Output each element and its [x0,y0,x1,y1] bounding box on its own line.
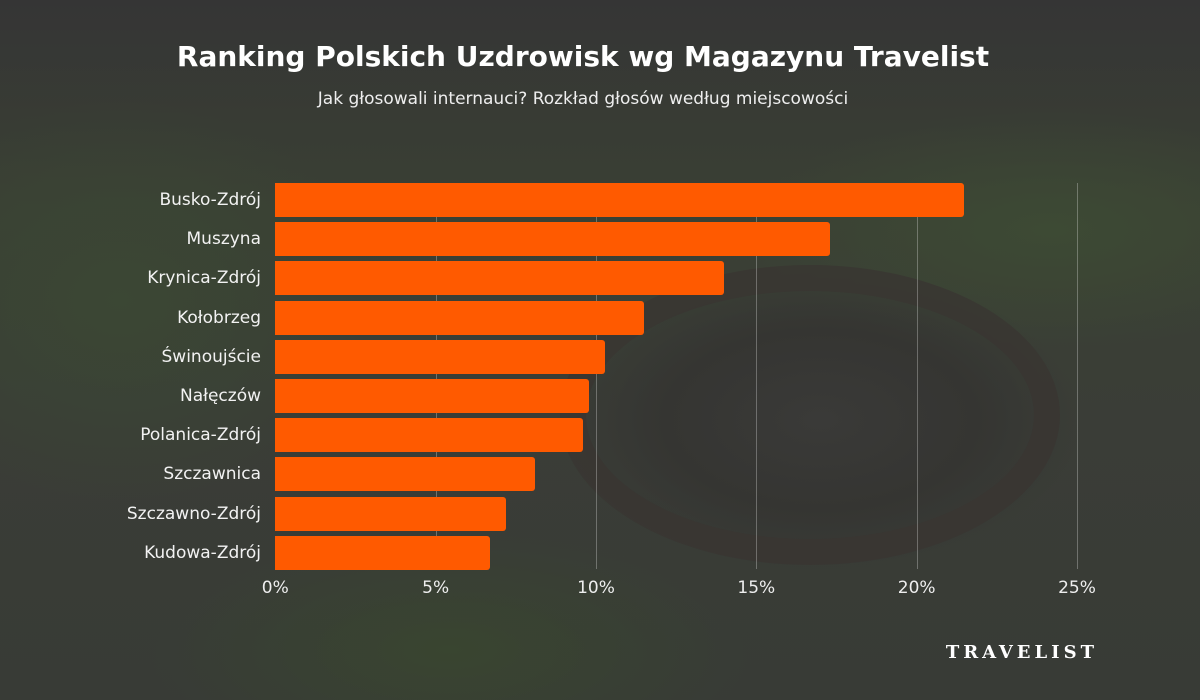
bar [275,339,606,374]
x-tick-label: 25% [1058,578,1096,598]
bar [275,222,830,257]
category-label: Świnoujście [161,346,261,367]
gridline [435,183,437,569]
category-label: Krynica-Zdrój [147,268,261,289]
category-label: Kudowa-Zdrój [144,542,261,563]
category-label: Nałęczów [180,386,261,406]
category-label: Szczawno-Zdrój [126,503,261,524]
x-tick-label: 0% [261,578,289,598]
x-tick-label: 20% [897,578,936,598]
bar [275,535,490,570]
gridline [756,183,758,569]
x-tick-label: 5% [422,578,450,598]
category-label: Muszyna [186,229,261,250]
bar [275,300,644,335]
category-label: Polanica-Zdrój [140,425,261,446]
category-label: Szczawnica [163,464,261,485]
gridline [916,183,918,569]
chart-subtitle: Jak głosowali internauci? Rozkład głosów… [317,89,849,109]
travelist-logo: TRAVELIST [945,642,1098,663]
bar [275,418,583,453]
gridline [595,183,597,569]
bar [275,379,590,413]
bar [275,183,965,217]
gridline [1077,183,1078,569]
bar [275,261,724,296]
bar [275,457,535,492]
x-tick-label: 10% [577,578,615,598]
category-label: Busko-Zdrój [159,190,261,210]
chart-title: Ranking Polskich Uzdrowisk wg Magazynu T… [176,40,990,73]
category-label: Kołobrzeg [177,307,261,328]
bar [275,496,506,531]
x-tick-label: 15% [737,578,776,598]
